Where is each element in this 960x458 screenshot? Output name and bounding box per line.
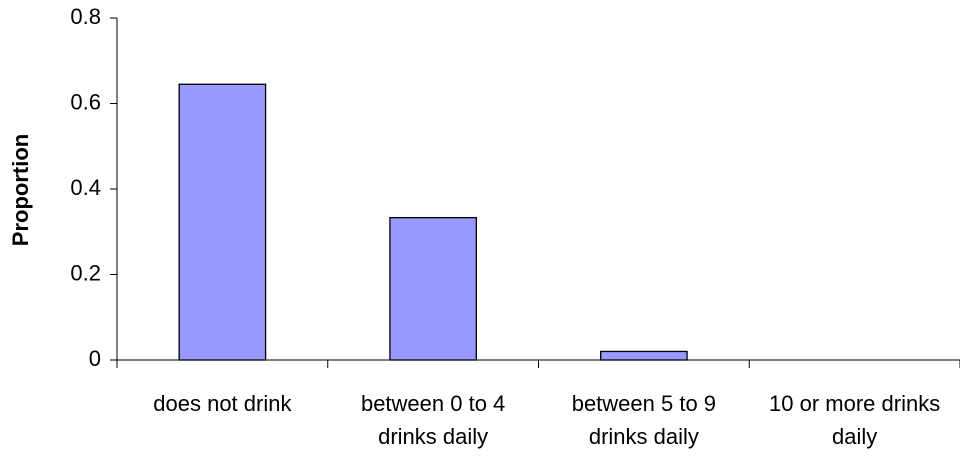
y-tick-label: 0.6	[70, 89, 101, 114]
bar	[389, 216, 477, 361]
y-tick-label: 0.8	[70, 4, 101, 29]
bar	[178, 83, 267, 361]
y-tick-label: 0	[89, 346, 101, 371]
bar	[600, 350, 688, 361]
x-tick-label: between 0 to 4 drinks daily	[360, 391, 506, 449]
x-tick-label: between 5 to 9 drinks daily	[571, 391, 717, 449]
y-tick-label: 0.4	[70, 175, 101, 200]
x-tick-label: does not drink	[153, 391, 292, 416]
x-tick-label: 10 or more drinks daily	[769, 391, 941, 449]
y-axis-label: Proportion	[8, 134, 33, 246]
y-tick-label: 0.2	[70, 260, 101, 285]
